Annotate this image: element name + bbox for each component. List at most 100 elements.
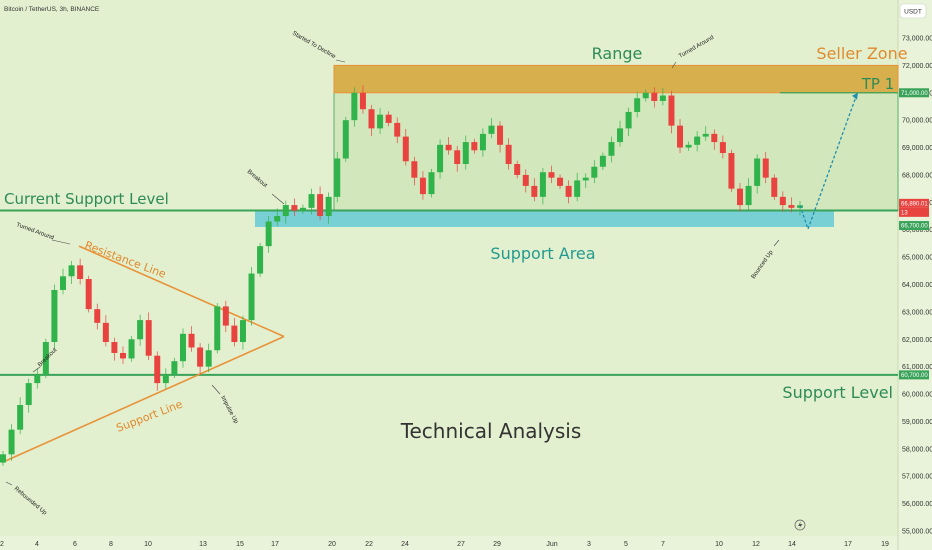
candle-body	[154, 355, 161, 384]
candle-body	[377, 114, 384, 129]
candle-body	[351, 92, 358, 121]
candle-body	[77, 265, 84, 280]
candle-body	[145, 320, 152, 356]
candle-body	[531, 185, 538, 197]
forecast-arrowhead	[852, 92, 858, 100]
candle-body	[788, 205, 795, 208]
candle-body	[394, 122, 401, 137]
lightning-icon[interactable]	[794, 519, 806, 531]
candle-body	[308, 194, 315, 208]
tp1-label: TP 1	[861, 75, 895, 93]
x-tick-label: 4	[35, 541, 39, 548]
candle-body	[488, 125, 495, 134]
candle-body	[685, 144, 692, 148]
x-tick-label: Jun	[546, 541, 557, 548]
x-tick-label: 19	[881, 541, 889, 548]
x-tick-label: 24	[401, 541, 409, 548]
y-tick-label: 66,000.00	[902, 227, 932, 234]
candle-body	[111, 342, 118, 353]
candle-body	[574, 180, 581, 197]
candle-body	[677, 125, 684, 148]
arrow-turned-around-left	[51, 239, 71, 245]
candle-body	[222, 306, 229, 326]
support-area-label: Support Area	[490, 244, 595, 263]
candle-body	[85, 279, 92, 310]
candle-body	[617, 128, 624, 143]
candle-body	[128, 339, 135, 359]
candle-body	[539, 172, 546, 197]
y-tick-label: 60,000.00	[902, 392, 932, 399]
y-tick-label: 73,000.00	[902, 36, 932, 43]
x-tick-label: 3	[587, 541, 591, 548]
candle-body	[94, 309, 101, 323]
candle-body	[651, 92, 658, 101]
candle-body	[745, 185, 752, 206]
support-trend-line	[1, 335, 285, 464]
price-axis[interactable]	[898, 0, 932, 550]
candle-body	[599, 155, 606, 167]
y-tick-label: 58,000.00	[902, 446, 932, 453]
time-axis[interactable]	[0, 536, 898, 550]
candle-body	[188, 333, 195, 348]
candle-body	[702, 133, 709, 137]
x-tick-label: 27	[457, 541, 465, 548]
y-tick-label: 64,000.00	[902, 282, 932, 289]
candle-body	[368, 109, 375, 129]
candle-body	[299, 207, 306, 211]
candle-body	[334, 158, 341, 197]
support-level-label: Support Level	[782, 383, 893, 402]
candle-body	[137, 320, 144, 340]
candle-body	[771, 177, 778, 197]
candle-body	[325, 196, 332, 217]
candle-body	[0, 454, 6, 463]
candle-body	[454, 150, 461, 164]
candle-body	[625, 111, 632, 129]
x-tick-label: 14	[788, 541, 796, 548]
candle-body	[171, 361, 178, 375]
current-price-tag-text: 66,890.01	[901, 201, 928, 207]
support-area-price-tag-text: 66,700.00	[901, 224, 928, 230]
candle-body	[274, 216, 281, 222]
lightning-icon-glyph	[798, 521, 803, 529]
x-tick-label: 10	[715, 541, 723, 548]
candle-body	[8, 429, 15, 455]
candle-body	[17, 405, 24, 430]
y-tick-labels: 73,000.00 72,000.00 71,000.00 70,000.00 69,0…	[902, 36, 932, 536]
candle-body	[634, 98, 641, 112]
current-price-tag	[899, 198, 929, 208]
candle-body	[471, 142, 478, 151]
candle-body	[51, 289, 58, 343]
x-tick-label: 17	[844, 541, 852, 548]
candle-body	[694, 136, 701, 145]
candle-body	[257, 246, 264, 274]
symbol-title: Bitcoin / TetherUS, 3h, BINANCE	[4, 6, 100, 13]
candle-body	[248, 273, 255, 321]
x-tick-label: 13	[199, 541, 207, 548]
arrow-turned-around-top	[671, 61, 677, 69]
candle-body	[265, 221, 272, 247]
x-tick-labels: 2 4 6 8 10 13 15 17 20 22 24 27 29 Jun 3 5 7 10 12 14 17 19	[0, 541, 889, 548]
seller-zone-box	[333, 64, 899, 94]
currency-badge[interactable]	[899, 3, 927, 19]
x-tick-label: 2	[0, 541, 4, 548]
x-tick-label: 5	[624, 541, 628, 548]
x-tick-label: 10	[144, 541, 152, 548]
tp1-price-tag-text: 71,000.00	[901, 91, 928, 97]
arrow-breakout-upper	[271, 193, 285, 205]
candle-body	[779, 196, 786, 206]
y-tick-label: 72,000.00	[902, 63, 932, 70]
support-level-price-tag-text: 60,700.00	[901, 373, 928, 379]
x-tick-label: 7	[661, 541, 665, 548]
candle-body	[514, 163, 521, 175]
candle-body	[582, 177, 589, 181]
support-level-price-tag	[899, 370, 929, 380]
candle-body	[42, 342, 49, 375]
x-tick-label: 22	[365, 541, 373, 548]
candle-body	[548, 172, 555, 178]
candle-body	[445, 144, 452, 151]
y-tick-label: 57,000.00	[902, 474, 932, 481]
candle-body	[385, 114, 392, 123]
candle-body	[557, 177, 564, 186]
candle-body	[591, 166, 598, 178]
